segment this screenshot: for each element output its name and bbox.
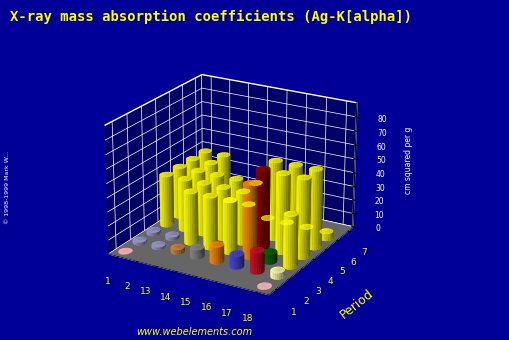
- Text: www.webelements.com: www.webelements.com: [135, 327, 251, 337]
- Text: X-ray mass absorption coefficients (Ag-K[alpha]): X-ray mass absorption coefficients (Ag-K…: [10, 10, 411, 24]
- Y-axis label: Period: Period: [337, 287, 376, 322]
- Text: © 1998-1999 Mark W...: © 1998-1999 Mark W...: [5, 150, 10, 224]
